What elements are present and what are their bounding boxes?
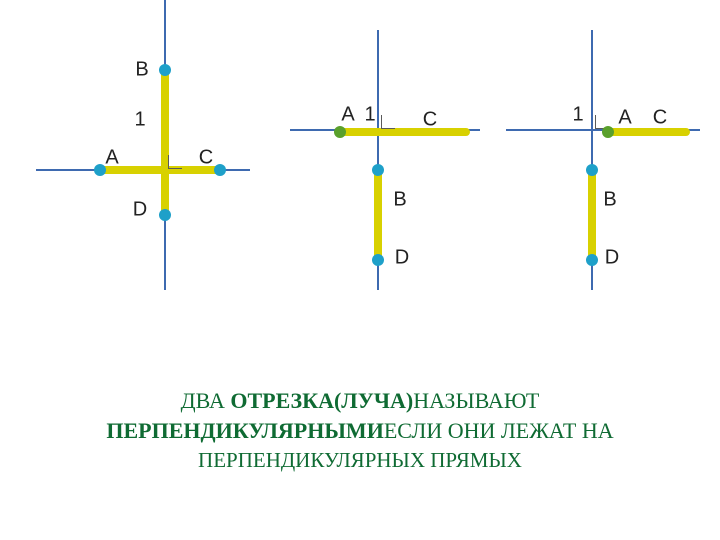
d3-label-C: С <box>653 107 667 130</box>
d2-seg-h <box>340 128 470 136</box>
d2-label-C: С <box>423 109 437 132</box>
d2-label-B: В <box>393 189 406 212</box>
d2-seg-v <box>374 170 382 260</box>
d1-dot-A <box>94 164 106 176</box>
d1-label-D: D <box>133 199 147 222</box>
caption-line-2: ПЕРПЕНДИКУЛЯРНЫМИЕСЛИ ОНИ ЛЕЖАТ НА <box>0 416 720 446</box>
cap2b: ЕСЛИ ОНИ ЛЕЖАТ НА <box>384 418 614 443</box>
caption-line-3: ПЕРПЕНДИКУЛЯРНЫХ ПРЯМЫХ <box>0 446 720 474</box>
d2-label-A: А <box>341 104 354 127</box>
d3-dot-D <box>586 254 598 266</box>
d1-dot-B <box>159 64 171 76</box>
diagram-canvas: В 1 А С D А 1 С В D 1 А С В D ДВА ОТРЕЗК… <box>0 0 720 540</box>
d2-label-1: 1 <box>364 104 375 127</box>
d1-seg-v <box>161 70 169 215</box>
d1-label-B: В <box>135 59 148 82</box>
d1-label-C: С <box>199 147 213 170</box>
d3-seg-v <box>588 170 596 260</box>
d1-dot-D <box>159 209 171 221</box>
cap1c: НАЗЫВАЮТ <box>413 388 539 413</box>
cap2a: ПЕРПЕНДИКУЛЯРНЫМИ <box>106 418 383 443</box>
cap3: ПЕРПЕНДИКУЛЯРНЫХ ПРЯМЫХ <box>198 448 522 472</box>
d1-label-1: 1 <box>134 109 145 132</box>
d3-label-D: D <box>605 247 619 270</box>
d3-label-B: В <box>603 189 616 212</box>
d2-dot-D <box>372 254 384 266</box>
d2-label-D: D <box>395 247 409 270</box>
caption-line-1: ДВА ОТРЕЗКА(ЛУЧА)НАЗЫВАЮТ <box>0 386 720 416</box>
d1-label-A: А <box>105 147 118 170</box>
cap1a: ДВА <box>181 388 231 413</box>
d2-right-angle <box>381 115 395 129</box>
d3-label-1: 1 <box>572 104 583 127</box>
d1-right-angle <box>168 155 182 169</box>
cap1b: ОТРЕЗКА(ЛУЧА) <box>230 388 413 413</box>
d2-dot-A <box>334 126 346 138</box>
d1-dot-C <box>214 164 226 176</box>
d3-dot-A <box>602 126 614 138</box>
d3-dot-B <box>586 164 598 176</box>
d3-label-A: А <box>618 107 631 130</box>
d2-dot-B <box>372 164 384 176</box>
